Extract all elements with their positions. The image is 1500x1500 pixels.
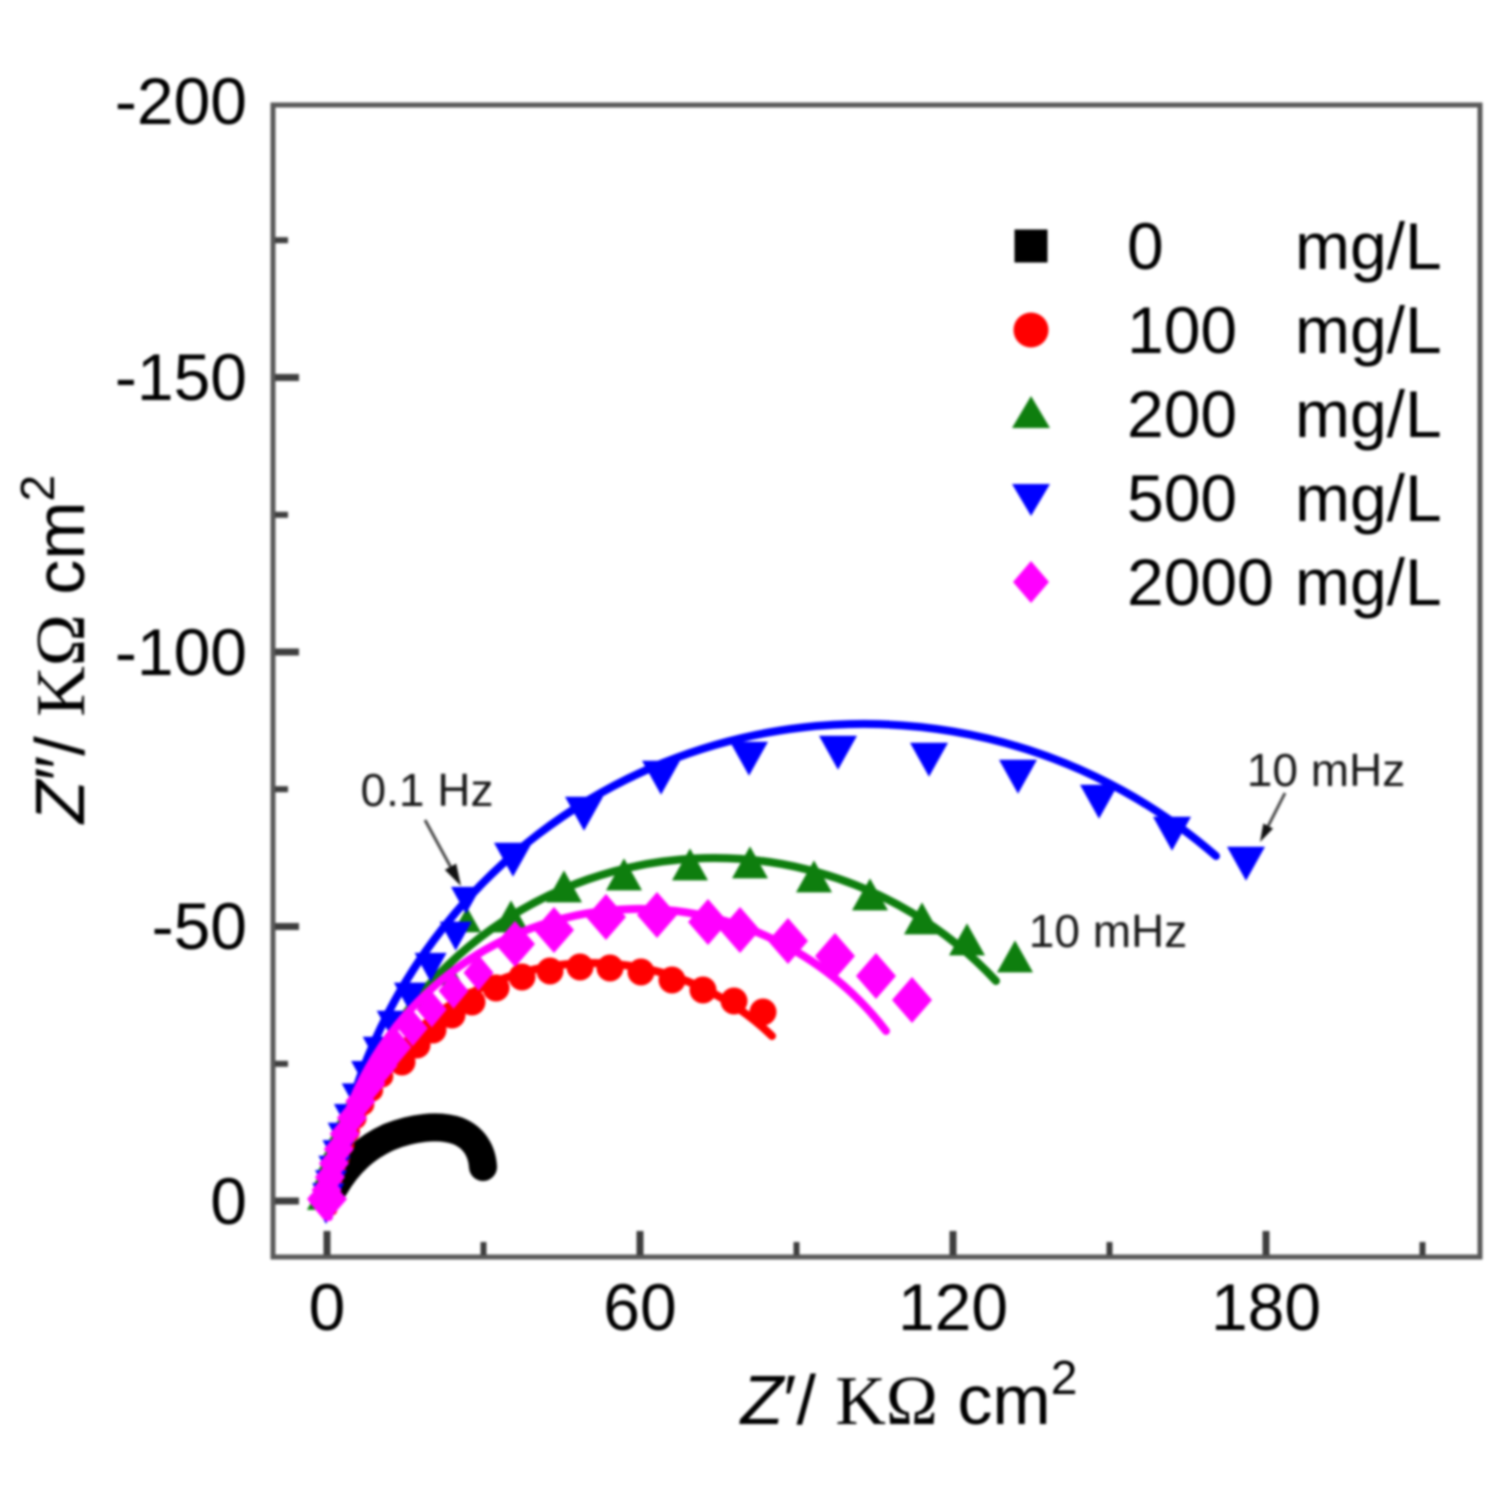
svg-text:120: 120 <box>898 1270 1008 1344</box>
svg-text:mg/L: mg/L <box>1295 545 1442 619</box>
svg-text:Z′/ ΚΩ cm2: Z′/ ΚΩ cm2 <box>739 1352 1078 1440</box>
svg-text:500: 500 <box>1127 461 1237 535</box>
svg-text:Z″/ ΚΩ cm2: Z″/ ΚΩ cm2 <box>12 475 100 826</box>
svg-text:-200: -200 <box>115 64 247 138</box>
svg-text:0: 0 <box>210 1164 247 1238</box>
svg-text:0: 0 <box>309 1270 346 1344</box>
svg-text:-50: -50 <box>152 889 247 963</box>
svg-text:2000: 2000 <box>1127 545 1274 619</box>
svg-text:mg/L: mg/L <box>1295 377 1442 451</box>
svg-text:mg/L: mg/L <box>1295 461 1442 535</box>
svg-text:-150: -150 <box>115 340 247 414</box>
svg-text:60: 60 <box>603 1270 676 1344</box>
svg-text:100: 100 <box>1127 293 1237 367</box>
svg-text:-100: -100 <box>115 615 247 689</box>
svg-text:mg/L: mg/L <box>1295 209 1442 283</box>
svg-text:mg/L: mg/L <box>1295 293 1442 367</box>
svg-text:0.1 Hz: 0.1 Hz <box>361 764 494 816</box>
svg-text:10 mHz: 10 mHz <box>1247 744 1405 796</box>
svg-text:0: 0 <box>1127 209 1164 283</box>
svg-text:200: 200 <box>1127 377 1237 451</box>
svg-text:180: 180 <box>1211 1270 1321 1344</box>
svg-text:10 mHz: 10 mHz <box>1029 905 1187 957</box>
